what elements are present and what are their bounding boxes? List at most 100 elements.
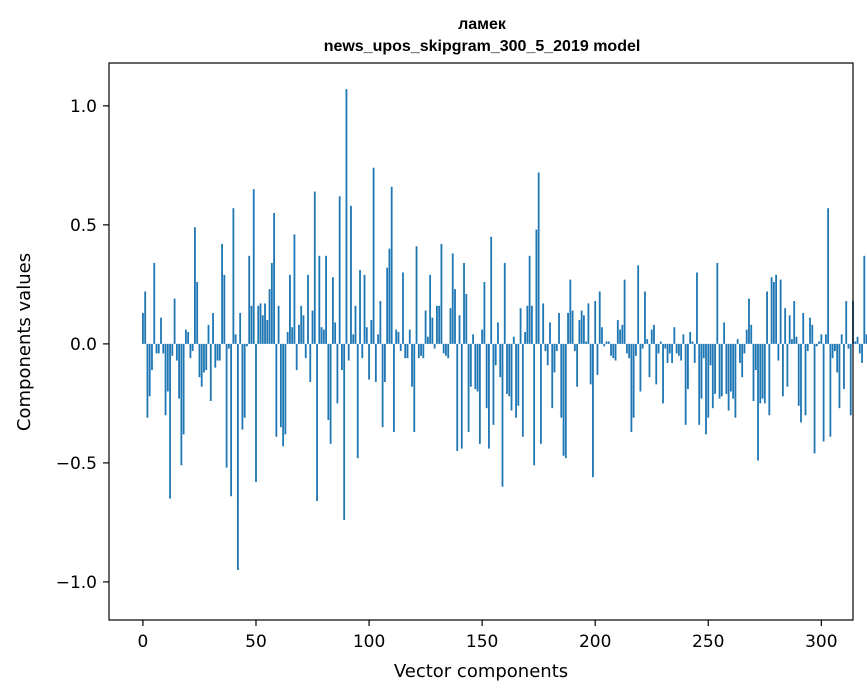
bar <box>537 172 540 344</box>
bar <box>625 343 628 354</box>
bar <box>393 343 395 432</box>
bar <box>653 324 655 344</box>
x-axis: 0 50 100 150 200 250 300 <box>138 620 838 652</box>
bar <box>630 343 633 432</box>
bar <box>433 343 436 349</box>
bar <box>553 343 556 373</box>
bar <box>727 343 730 411</box>
bar <box>610 343 612 356</box>
bar <box>802 312 805 344</box>
bar <box>356 343 359 459</box>
x-tick-label: 100 <box>353 632 385 652</box>
bar <box>800 343 802 423</box>
bar <box>849 343 852 416</box>
bar <box>820 334 823 344</box>
bar <box>383 343 386 382</box>
bar <box>187 331 190 344</box>
bar <box>273 212 275 344</box>
bar <box>628 343 631 359</box>
bar <box>291 327 294 344</box>
bar <box>594 301 597 344</box>
bar <box>399 343 402 352</box>
bar <box>702 343 705 359</box>
bar-series <box>142 89 867 571</box>
bar <box>655 343 658 385</box>
bar <box>664 343 667 349</box>
bar <box>388 248 391 344</box>
bar <box>338 196 341 344</box>
bar <box>549 322 551 344</box>
bar <box>372 167 375 344</box>
plot-frame <box>108 62 854 621</box>
bar <box>499 343 502 378</box>
bar <box>365 327 368 344</box>
bar <box>621 324 624 344</box>
bar <box>644 291 646 344</box>
bar <box>298 324 300 344</box>
bar <box>261 315 264 344</box>
bar <box>341 343 343 371</box>
bar <box>289 274 291 344</box>
bar <box>815 343 818 347</box>
bar <box>316 343 318 501</box>
bar <box>354 305 357 344</box>
bar <box>146 343 149 418</box>
bar <box>232 208 235 344</box>
y-tick-label: 0.5 <box>70 216 97 236</box>
bar <box>601 327 603 344</box>
bar <box>214 343 217 368</box>
bar <box>178 343 181 399</box>
bar <box>345 89 348 344</box>
bar <box>277 305 280 344</box>
bar <box>637 265 640 344</box>
bar <box>458 315 461 344</box>
bar <box>793 301 796 344</box>
bar <box>865 334 867 344</box>
bar <box>142 312 144 344</box>
bar <box>693 343 696 363</box>
bar <box>723 322 726 344</box>
bar <box>361 343 364 359</box>
bar <box>691 341 694 344</box>
bar <box>567 312 569 344</box>
bar <box>171 343 174 356</box>
bar <box>544 343 547 352</box>
bar <box>709 343 712 366</box>
bar <box>221 243 223 344</box>
bar <box>573 343 576 352</box>
bar <box>467 343 470 432</box>
bar <box>619 329 621 344</box>
bar <box>200 343 203 387</box>
bar <box>164 343 167 416</box>
bar <box>501 343 504 487</box>
bar <box>542 303 545 344</box>
bar <box>614 343 617 361</box>
bar <box>743 343 746 354</box>
x-tick-label: 200 <box>579 632 611 652</box>
bar <box>241 343 244 430</box>
bar <box>445 343 447 356</box>
x-tick-label: 150 <box>466 632 498 652</box>
bar <box>668 343 671 354</box>
bar <box>440 243 443 344</box>
bar <box>854 341 857 344</box>
bar <box>508 343 511 397</box>
bar <box>829 343 832 437</box>
bar <box>818 341 820 344</box>
bar <box>426 336 429 344</box>
bar <box>300 305 303 344</box>
bar <box>705 343 707 435</box>
bar <box>454 289 456 344</box>
bar <box>578 320 581 344</box>
bar <box>605 341 608 344</box>
bar <box>404 343 407 359</box>
bar <box>680 343 683 361</box>
bar <box>255 343 257 482</box>
bar <box>234 334 237 344</box>
bar <box>752 343 755 402</box>
bar <box>775 274 778 344</box>
bar <box>650 329 653 344</box>
bar <box>589 343 592 385</box>
bar <box>379 301 382 344</box>
bar <box>252 189 255 344</box>
